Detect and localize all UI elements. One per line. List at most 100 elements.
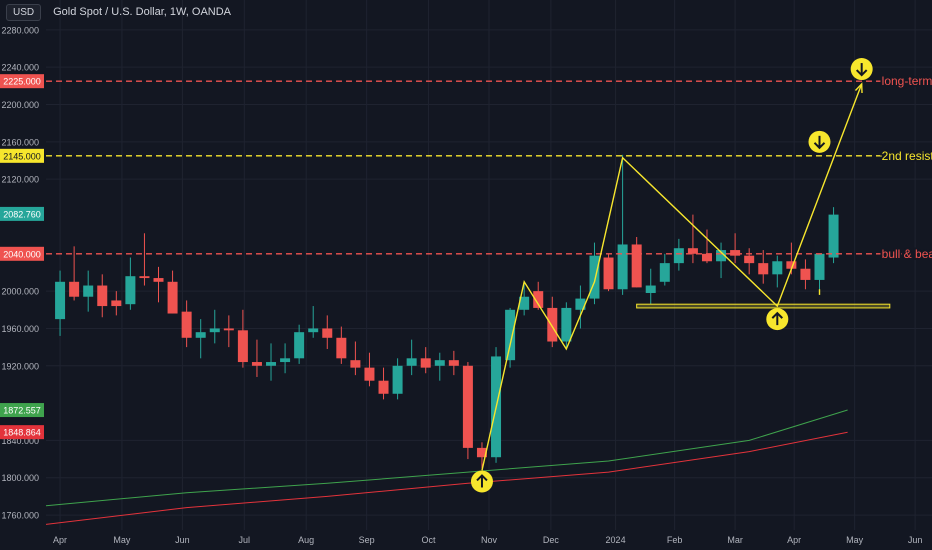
candle-body [448,360,459,366]
chart-header: USD Gold Spot / U.S. Dollar, 1W, OANDA [0,0,231,24]
candle-body [828,214,839,258]
candle-body [617,244,628,290]
candle-body [223,328,234,331]
candle-body [716,250,727,262]
candle-body [392,365,403,394]
wave-projection-line [481,83,863,471]
candle-body [701,253,712,262]
candle-body [505,309,516,361]
candle-body [659,263,670,282]
price-label: 1872.557 [3,406,41,416]
candle-body [125,276,136,305]
candle-body [350,360,361,368]
y-tick-label: 2120.000 [1,175,39,185]
arrow-head [813,142,826,150]
y-tick-label: 2000.000 [1,287,39,297]
candle-body [772,261,783,275]
y-tick-label: 2200.000 [1,100,39,110]
candle-body [744,255,755,264]
candle-body [83,285,94,297]
candle-body [280,358,291,363]
x-tick-label: Feb [667,535,683,545]
candle-body [730,250,741,256]
y-tick-label: 1960.000 [1,324,39,334]
x-tick-label: Jun [175,535,190,545]
candle-body [476,447,487,458]
candle-body [533,291,544,308]
x-tick-label: Jul [239,535,251,545]
x-tick-label: Apr [787,535,801,545]
candle-body [758,263,769,275]
candle-body [687,248,698,254]
y-tick-label: 2160.000 [1,137,39,147]
candle-body [673,248,684,264]
projection-arrowhead [854,82,863,93]
candle-body [111,300,122,307]
x-tick-label: Sep [359,535,375,545]
candle-body [462,365,473,448]
candle-body [575,298,586,310]
candle-body [814,253,825,280]
x-tick-label: Aug [298,535,314,545]
level-label: long-term target [882,74,932,88]
y-tick-label: 1920.000 [1,361,39,371]
price-label-bg [0,425,44,440]
price-label-bg [0,74,44,89]
x-tick-label: Apr [53,535,67,545]
price-label-bg [0,148,44,163]
candle-body [631,244,642,288]
candle-body [420,358,431,368]
candle-body [97,285,108,307]
candle-body [786,261,797,269]
candle-body [547,307,558,342]
price-label-bg [0,403,44,418]
candle-body [434,360,445,366]
y-tick-label: 1800.000 [1,473,39,483]
x-tick-label: May [113,535,131,545]
candle-body [645,285,656,293]
candle-body [800,268,811,280]
candle-body [519,296,530,310]
candle-body [308,328,319,333]
y-tick-label: 2280.000 [1,25,39,35]
x-tick-label: Nov [481,535,498,545]
price-label-bg [0,206,44,221]
candle-body [153,278,164,282]
price-label-bg [0,246,44,261]
moving-average-line [45,409,848,507]
price-label: 2145.000 [3,151,41,161]
arrow-head [855,69,868,77]
candle-body [378,380,389,394]
candle-body [55,281,66,320]
candle-body [561,307,572,342]
currency-button[interactable]: USD [6,3,42,21]
candle-body [251,362,262,366]
candle-body [181,311,192,338]
candle-body [167,281,178,314]
candle-body [603,257,614,290]
candle-body [364,367,375,381]
x-tick-label: May [846,535,864,545]
candle-body [139,276,150,279]
y-tick-label: 1840.000 [1,436,39,446]
y-tick-label: 2240.000 [1,63,39,73]
price-label: 2082.760 [3,209,41,219]
candle-body [237,330,248,363]
price-label: 1848.864 [3,428,41,438]
price-label: 2040.000 [3,249,41,259]
x-tick-label: Dec [543,535,560,545]
candle-body [195,332,206,338]
level-label: bull & bear boundary [882,247,932,261]
candle-body [589,255,600,299]
candle-body [322,328,333,338]
candle-body [336,337,347,359]
x-tick-label: 2024 [606,535,626,545]
candle-body [266,362,277,366]
level-label: 2nd resistance [882,149,932,163]
arrow-head [771,311,784,319]
candle-body [294,332,305,359]
x-tick-label: Mar [727,535,743,545]
x-tick-label: Jun [908,535,923,545]
